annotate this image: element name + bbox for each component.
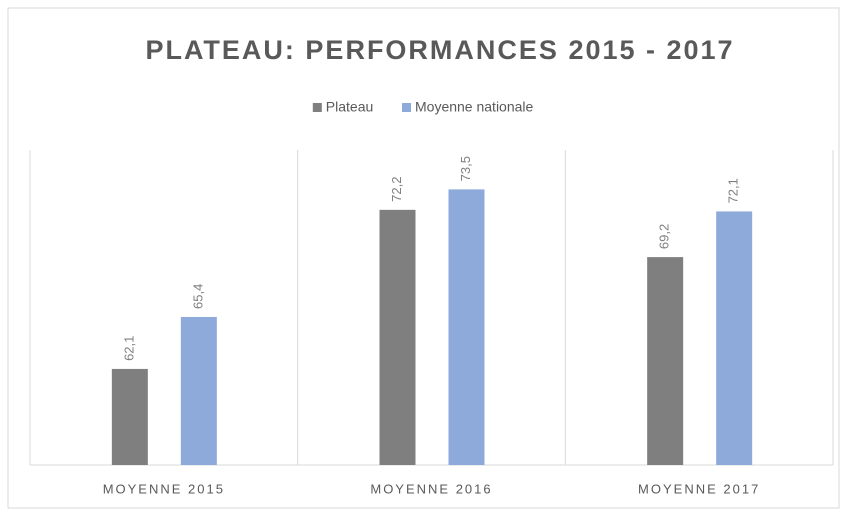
legend-swatch xyxy=(312,103,322,112)
bar xyxy=(448,189,485,465)
bar xyxy=(379,209,416,465)
chart-title: PLATEAU: PERFORMANCES 2015 - 2017 xyxy=(145,35,734,65)
legend-label: Plateau xyxy=(326,99,373,115)
legend-swatch xyxy=(402,103,411,112)
x-tick-label: MOYENNE 2015 xyxy=(103,481,225,496)
x-tick-label: MOYENNE 2016 xyxy=(370,481,492,496)
data-label: 72,2 xyxy=(389,177,404,202)
bar xyxy=(111,368,148,465)
data-label: 65,4 xyxy=(190,284,205,309)
bar xyxy=(647,257,684,465)
data-label: 73,5 xyxy=(458,156,473,181)
data-label: 72,1 xyxy=(726,178,741,203)
x-tick-label: MOYENNE 2017 xyxy=(638,481,760,496)
data-label: 69,2 xyxy=(657,224,672,249)
bar xyxy=(716,211,753,465)
data-label: 62,1 xyxy=(121,336,136,361)
legend-label: Moyenne nationale xyxy=(415,99,534,115)
bar xyxy=(180,316,217,465)
